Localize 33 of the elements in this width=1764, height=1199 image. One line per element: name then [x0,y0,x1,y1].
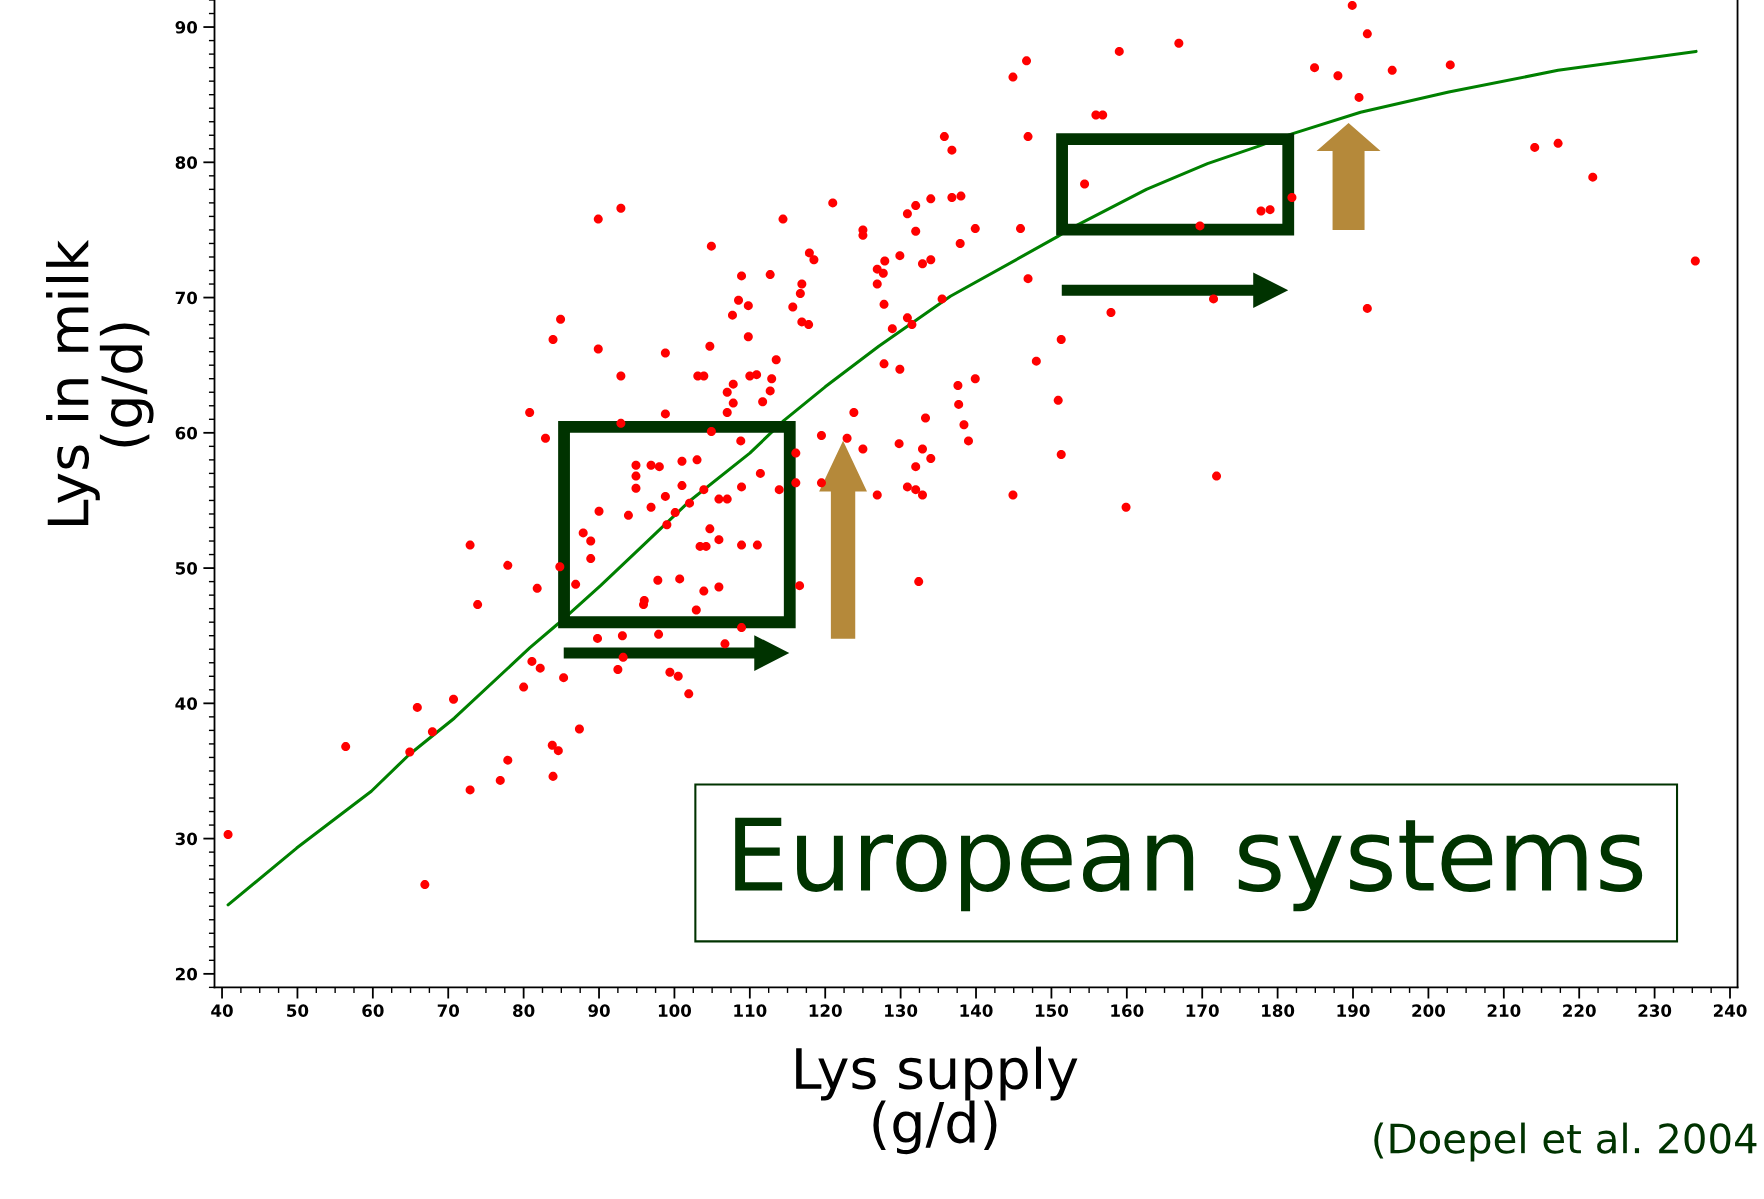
y-tick-label: 30 [175,832,198,846]
y-tick-label: 20 [175,967,198,981]
x-axis-title: Lys supply (g/d) [796,1046,1078,1155]
annotation: European systems [735,817,1643,912]
y-tick-label: 50 [175,562,198,575]
y-tick-label: 70 [175,291,198,305]
x-tick-label: 130 [885,1004,918,1017]
x-tick-label: 140 [960,1004,993,1017]
x-tick-label: 70 [437,1004,460,1017]
x-tick-label: 160 [1111,1004,1144,1017]
y-tick-label: 80 [175,156,198,169]
x-tick-label: 180 [1262,1004,1295,1017]
x-tick-label: 110 [734,1004,767,1017]
x-tick-label: 220 [1563,1004,1596,1017]
x-tick-label: 150 [1035,1004,1069,1017]
x-tick-label: 60 [362,1004,384,1017]
x-tick-label: 80 [513,1004,535,1017]
y-tick-label: 60 [175,426,198,440]
x-tick-label: 190 [1337,1004,1370,1017]
x-tick-label: 170 [1186,1004,1219,1017]
y-tick-label: 90 [175,21,198,34]
x-tick-label: 230 [1638,1004,1672,1017]
x-tick-label: 240 [1713,1004,1747,1017]
y-axis-title: Lys in milk (g/d) [46,239,154,526]
x-tick-label: 90 [588,1004,610,1017]
x-tick-label: 120 [809,1004,842,1017]
x-tick-label: 50 [287,1004,309,1017]
x-tick-label: 100 [658,1004,692,1017]
x-tick-label: 210 [1487,1004,1521,1017]
x-tick-label: 40 [211,1004,233,1017]
x-tick-label: 200 [1412,1004,1446,1017]
y-tick-label: 40 [175,697,198,710]
text: (Doepel et al. 2004 [1374,1122,1757,1162]
